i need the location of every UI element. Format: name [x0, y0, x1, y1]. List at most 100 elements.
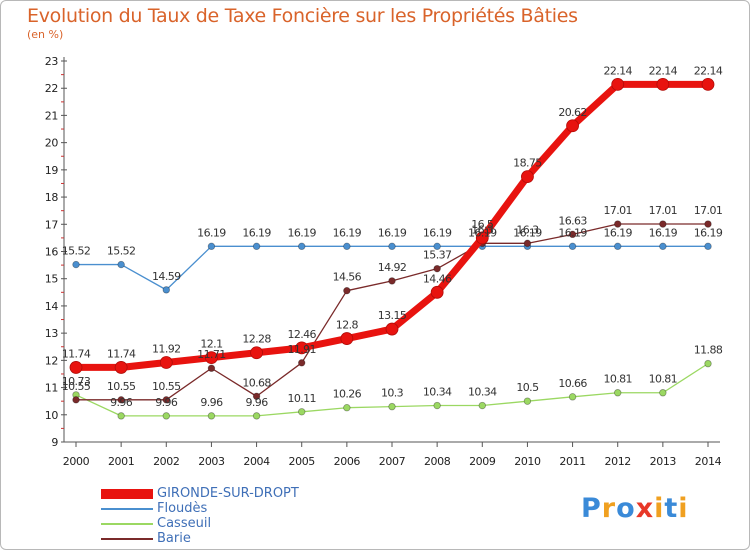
x-tick-label: 2004 [243, 455, 270, 468]
data-point [659, 220, 667, 228]
data-point [343, 286, 351, 295]
legend-item-gironde-sur-dropt[interactable]: GIRONDE-SUR-DROPT [101, 486, 361, 502]
logo-letter: r [601, 493, 617, 524]
data-label: 16.19 [242, 226, 271, 239]
y-tick-label: 11 [45, 382, 58, 395]
data-label: 16.19 [649, 226, 678, 239]
data-label: 9.96 [110, 396, 133, 409]
data-label: 18.75 [513, 157, 542, 170]
data-label: 10.11 [287, 392, 316, 405]
data-label: 17.01 [603, 204, 632, 217]
y-tick-label: 16 [45, 246, 59, 259]
x-tick-label: 2002 [153, 455, 179, 468]
data-label: 10.68 [242, 376, 271, 389]
data-point [611, 78, 625, 91]
data-point [114, 361, 128, 374]
data-label: 17.01 [694, 204, 723, 217]
y-tick-label: 23 [45, 55, 59, 68]
data-point [207, 412, 216, 420]
data-label: 13.15 [378, 309, 407, 322]
data-point [656, 78, 670, 91]
data-point [117, 396, 125, 404]
data-label: 10.34 [423, 386, 452, 399]
data-point [478, 401, 486, 410]
x-tick-label: 2007 [379, 455, 406, 468]
data-point [388, 242, 396, 251]
data-label: 16.19 [558, 226, 587, 239]
data-point [614, 220, 622, 228]
y-tick-label: 14 [45, 300, 59, 313]
data-label: 16.19 [197, 226, 226, 239]
data-point [340, 332, 354, 345]
data-point [704, 359, 712, 368]
data-point [72, 396, 80, 404]
data-label: 16.3 [471, 223, 494, 236]
x-tick-label: 2006 [334, 455, 361, 468]
data-point [659, 242, 667, 251]
x-tick-label: 2009 [469, 455, 496, 468]
data-point [659, 389, 667, 397]
legend-item-floudes[interactable]: Floudès [101, 501, 361, 517]
data-label: 14.56 [333, 271, 362, 284]
data-label: 14.92 [378, 261, 407, 274]
data-label: 20.62 [558, 106, 587, 119]
data-point [117, 412, 125, 420]
data-point [614, 389, 622, 397]
data-point [388, 277, 396, 285]
x-tick-label: 2001 [108, 455, 134, 468]
data-label: 12.8 [336, 319, 359, 332]
legend-item-casseuil[interactable]: Casseuil [101, 516, 361, 532]
data-label: 15.37 [423, 249, 452, 262]
data-label: 11.88 [694, 344, 723, 357]
data-label: 10.55 [152, 380, 181, 393]
data-point [162, 396, 170, 404]
y-tick-label: 19 [45, 164, 59, 177]
x-tick-label: 2003 [198, 455, 225, 468]
data-point [523, 239, 532, 248]
data-label: 15.52 [62, 245, 91, 258]
data-label: 9.96 [155, 396, 178, 409]
logo-letter: P [581, 493, 602, 524]
legend-swatch-gironde-sur-dropt [101, 489, 153, 499]
x-tick-label: 2008 [424, 455, 451, 468]
data-point [298, 408, 306, 416]
data-point [704, 242, 712, 251]
data-label: 10.81 [649, 373, 678, 386]
data-label: 16.19 [603, 226, 632, 239]
logo-letter: o [616, 493, 636, 524]
x-tick-label: 2012 [605, 455, 631, 468]
data-point [159, 356, 173, 369]
data-label: 10.81 [603, 373, 632, 386]
data-label: 22.14 [694, 64, 723, 77]
data-point [298, 242, 306, 251]
x-tick-label: 2011 [559, 455, 585, 468]
x-tick-label: 2000 [63, 455, 90, 468]
data-point [252, 242, 261, 251]
data-label: 16.19 [287, 226, 316, 239]
data-point [207, 242, 216, 251]
data-label: 17.01 [649, 204, 678, 217]
data-point [430, 285, 444, 299]
data-point [162, 286, 170, 294]
data-point [433, 401, 441, 410]
chart-title: Evolution du Taux de Taxe Foncière sur l… [27, 5, 578, 27]
logo-letter: i [654, 493, 665, 524]
data-point [433, 242, 441, 251]
y-tick-label: 20 [45, 137, 59, 150]
data-label: 10.5 [516, 381, 539, 394]
chart-subtitle: (en %) [27, 28, 64, 41]
data-point [704, 220, 712, 228]
data-label: 10.55 [107, 380, 136, 393]
data-point [295, 341, 309, 355]
data-label: 11.74 [62, 347, 91, 360]
data-label: 12.28 [242, 333, 271, 346]
data-point [568, 242, 577, 251]
data-label: 16.19 [513, 226, 542, 239]
x-tick-label: 2010 [514, 455, 541, 468]
legend-item-barie[interactable]: Barie [101, 531, 361, 547]
y-tick-label: 9 [51, 436, 58, 449]
data-label: 22.14 [603, 64, 632, 77]
data-point [614, 242, 622, 251]
data-point [117, 260, 125, 269]
data-label: 12.46 [287, 328, 316, 341]
